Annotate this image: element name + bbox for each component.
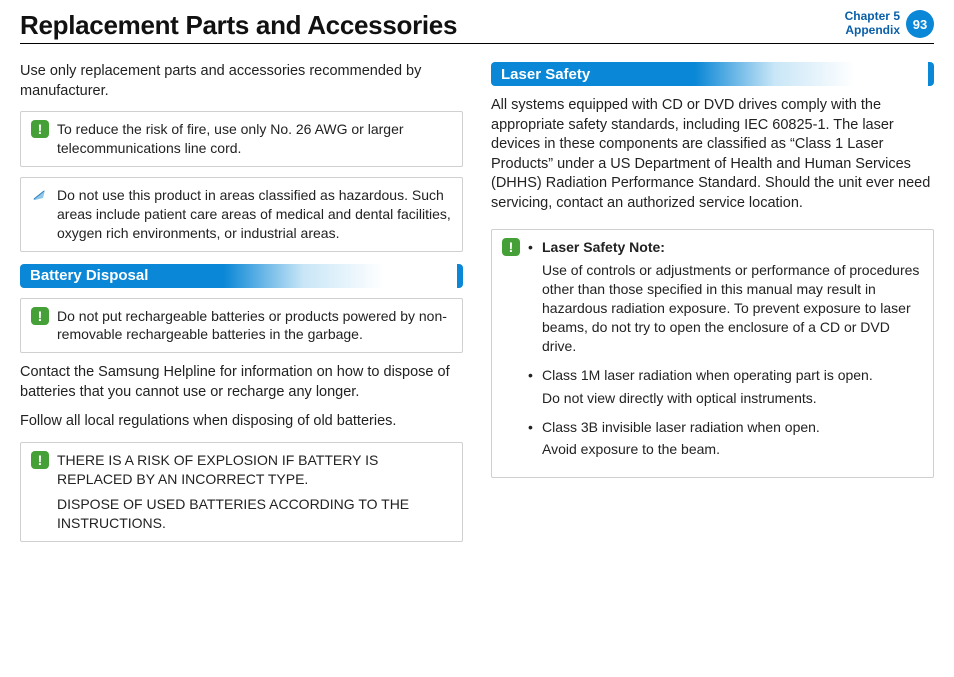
warning-icon: ! — [31, 307, 49, 325]
left-column: Use only replacement parts and accessori… — [20, 62, 463, 552]
warning-box-laser: ! Laser Safety Note: Use of controls or … — [491, 229, 934, 478]
page-number-badge: 93 — [906, 10, 934, 38]
warning-box-explosion: ! THERE IS A RISK OF EXPLOSION IF BATTER… — [20, 442, 463, 542]
body-text: Contact the Samsung Helpline for informa… — [20, 363, 463, 402]
info-icon — [31, 186, 49, 204]
warning-text: THERE IS A RISK OF EXPLOSION IF BATTERY … — [57, 451, 452, 533]
laser-note-text: Use of controls or adjustments or perfor… — [542, 261, 923, 355]
page-title: Replacement Parts and Accessories — [20, 10, 457, 41]
bullet-line: Class 3B invisible laser radiation when … — [542, 419, 820, 435]
chapter-line2: Appendix — [845, 24, 900, 38]
warning-line: THERE IS A RISK OF EXPLOSION IF BATTERY … — [57, 451, 452, 489]
header-meta: Chapter 5 Appendix 93 — [845, 10, 934, 38]
section-header-laser: Laser Safety — [491, 62, 934, 86]
section-title: Laser Safety — [501, 62, 590, 86]
intro-text: Use only replacement parts and accessori… — [20, 62, 463, 101]
right-column: Laser Safety All systems equipped with C… — [491, 62, 934, 552]
warning-icon: ! — [31, 451, 49, 469]
warning-text: To reduce the risk of fire, use only No.… — [57, 120, 452, 158]
info-box-hazardous: Do not use this product in areas classif… — [20, 177, 463, 252]
info-text: Do not use this product in areas classif… — [57, 186, 452, 243]
list-item: Class 1M laser radiation when operating … — [528, 366, 923, 408]
warning-icon: ! — [502, 238, 520, 256]
bullet-line: Class 1M laser radiation when operating … — [542, 367, 873, 383]
bullet-sub: Do not view directly with optical instru… — [542, 389, 923, 408]
chapter-label: Chapter 5 Appendix — [845, 10, 900, 38]
bullet-sub: Avoid exposure to the beam. — [542, 440, 923, 459]
list-item: Class 3B invisible laser radiation when … — [528, 418, 923, 460]
content-columns: Use only replacement parts and accessori… — [20, 62, 934, 552]
warning-line: DISPOSE OF USED BATTERIES ACCORDING TO T… — [57, 495, 452, 533]
section-title: Battery Disposal — [30, 264, 148, 288]
body-text: Follow all local regulations when dispos… — [20, 412, 463, 432]
section-header-battery: Battery Disposal — [20, 264, 463, 288]
page: Replacement Parts and Accessories Chapte… — [0, 0, 954, 677]
laser-note-title: Laser Safety Note: — [542, 239, 665, 255]
warning-box-awg: ! To reduce the risk of fire, use only N… — [20, 111, 463, 167]
list-item: Laser Safety Note: Use of controls or ad… — [528, 238, 923, 355]
laser-note-body: Laser Safety Note: Use of controls or ad… — [528, 238, 923, 469]
warning-text: Do not put rechargeable batteries or pro… — [57, 307, 452, 345]
warning-box-battery-garbage: ! Do not put rechargeable batteries or p… — [20, 298, 463, 354]
warning-icon: ! — [31, 120, 49, 138]
laser-intro: All systems equipped with CD or DVD driv… — [491, 96, 934, 213]
page-header: Replacement Parts and Accessories Chapte… — [20, 10, 934, 44]
chapter-line1: Chapter 5 — [845, 10, 900, 24]
